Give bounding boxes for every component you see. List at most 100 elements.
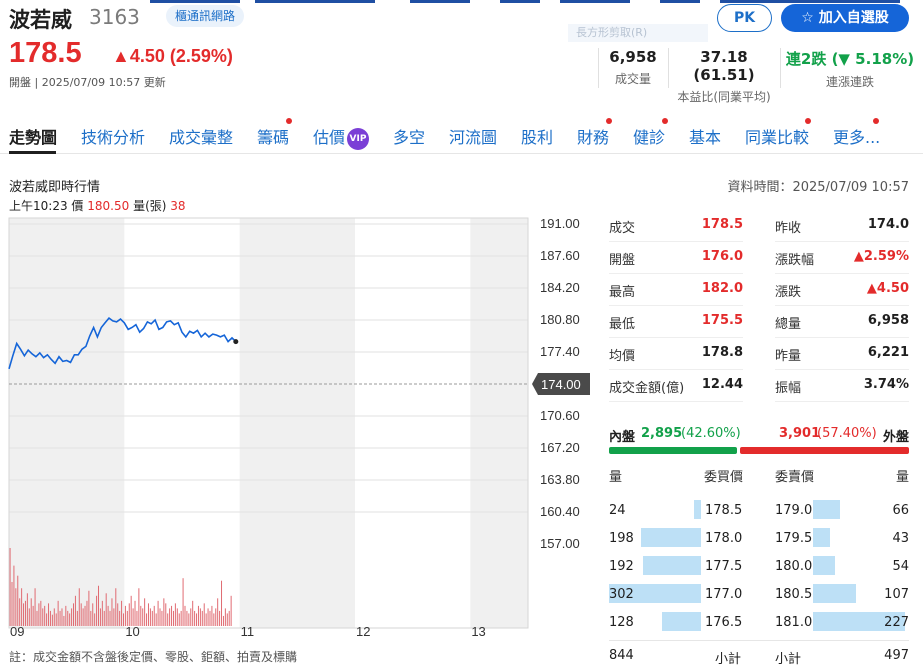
volume-bar — [182, 578, 184, 626]
volume-bar — [176, 608, 178, 626]
quote-label: 振幅 — [775, 381, 802, 396]
stat-divider — [668, 48, 669, 88]
stat-volume: 6,958 成交量 — [598, 48, 668, 87]
volume-bar — [19, 598, 21, 626]
notification-dot — [662, 118, 668, 124]
tab-river-chart[interactable]: 河流圖 — [449, 128, 498, 147]
reference-price-tag — [532, 373, 590, 395]
volume-bar — [55, 613, 57, 626]
y-tick-label: 177.40 — [540, 344, 580, 359]
ask-price: 179.0 — [775, 503, 813, 518]
volume-bar — [159, 608, 161, 626]
bid-volume: 128 — [609, 615, 634, 630]
tab-chips[interactable]: 籌碼 — [257, 128, 290, 147]
outer-ratio-bar — [740, 447, 909, 454]
ask-volume-header: 量 — [895, 470, 909, 485]
quote-value: 182.0 — [701, 281, 743, 296]
volume-bar — [115, 588, 117, 626]
tab-more[interactable]: 更多... — [833, 128, 881, 147]
plot-border — [8, 217, 529, 629]
ask-volume-bar — [813, 612, 905, 631]
order-book-row: 192 177.5 180.0 54 — [609, 552, 909, 580]
volume-bar — [209, 610, 211, 626]
inner-value: 2,895 — [641, 426, 683, 441]
y-tick-label: 157.00 — [540, 536, 580, 551]
volume-bar — [11, 581, 13, 626]
ask-volume-bar — [813, 528, 831, 547]
outer-pct: (57.40%) — [817, 426, 877, 441]
volume-bar — [211, 605, 213, 626]
volume-bar — [221, 580, 223, 626]
tab-technical[interactable]: 技術分析 — [81, 128, 146, 147]
volume-bar — [174, 603, 176, 626]
volume-bar — [23, 603, 25, 626]
volume-bar — [192, 600, 194, 626]
tab-financials[interactable]: 財務 — [577, 128, 610, 147]
tab-dividend[interactable]: 股利 — [521, 128, 554, 147]
volume-bar — [46, 613, 48, 626]
hover-price: 180.50 — [87, 199, 130, 213]
bid-volume: 24 — [609, 503, 626, 518]
last-price-dot — [233, 339, 239, 345]
volume-bar — [84, 605, 86, 626]
y-tick-label: 167.20 — [540, 440, 580, 455]
bid-volume-bar — [640, 528, 701, 547]
volume-bar — [61, 608, 63, 626]
volume-bar — [113, 608, 115, 626]
footnote: 註：成交金額不含盤後定價、零股、鉅額、拍賣及標購 — [9, 650, 298, 664]
inner-outer-summary: 內盤 2,895 (42.60%) 3,901 (57.40%) 外盤 — [609, 426, 909, 445]
quote-value: 3.74% — [863, 377, 909, 392]
add-watchlist-button[interactable]: ☆ 加入自選股 — [781, 4, 909, 32]
quote-cell: 振幅 3.74% — [775, 370, 909, 402]
volume-bar — [219, 610, 221, 626]
volume-bar — [59, 610, 61, 626]
hour-band — [470, 218, 528, 628]
ask-volume: 43 — [892, 531, 909, 546]
price-line — [8, 317, 237, 370]
volume-bar — [124, 605, 126, 626]
volume-bar — [201, 610, 203, 626]
volume-bar — [109, 610, 111, 626]
volume-bar — [140, 605, 142, 626]
ask-total: 497 — [884, 648, 909, 663]
quote-value: 176.0 — [701, 249, 743, 264]
volume-bar — [94, 613, 96, 626]
quote-label: 昨收 — [775, 221, 802, 236]
stat-pe-value: 37.18 (61.51) — [693, 48, 755, 84]
quote-value: 12.44 — [701, 377, 743, 392]
tab-health-check[interactable]: 健診 — [633, 128, 666, 147]
volume-bar — [30, 598, 32, 626]
quote-label: 成交金額(億) — [609, 381, 685, 396]
volume-bar — [172, 610, 174, 626]
hour-band — [9, 218, 125, 628]
tab-basic[interactable]: 基本 — [689, 128, 722, 147]
volume-bar — [101, 600, 103, 626]
volume-bar — [67, 610, 69, 626]
volume-bar — [188, 613, 190, 626]
ask-total-label: 小計 — [775, 652, 802, 667]
y-tick-label: 170.60 — [540, 408, 580, 423]
stat-pe-ratio: 37.18 (61.51) 本益比(同業平均) — [668, 48, 780, 105]
quote-cell: 成交 178.5 — [609, 210, 743, 242]
tab-valuation[interactable]: 估價 VIP — [313, 124, 370, 150]
quote-value: 6,221 — [867, 345, 909, 360]
volume-bar — [92, 603, 94, 626]
y-tick-label: 160.40 — [540, 504, 580, 519]
volume-bar — [199, 608, 201, 626]
reference-price-label: 174.00 — [541, 377, 581, 392]
tab-long-short[interactable]: 多空 — [393, 128, 426, 147]
pk-button[interactable]: PK — [717, 4, 772, 32]
ask-price: 179.5 — [775, 531, 813, 546]
volume-bar — [163, 598, 165, 626]
tab-trend[interactable]: 走勢圖 — [9, 128, 58, 147]
industry-tag[interactable]: 櫃通訊網路 — [166, 5, 245, 27]
stat-streak-value: 連2跌 (▼ 5.18%) — [785, 50, 915, 68]
quote-cell: 成交金額(億) 12.44 — [609, 370, 743, 402]
tab-trade-summary[interactable]: 成交彙整 — [169, 128, 234, 147]
intraday-chart[interactable]: 191.00 187.60 184.20 180.80 177.40 170.60 167.… — [0, 210, 600, 642]
ask-price: 181.0 — [775, 615, 813, 630]
tab-peer-compare[interactable]: 同業比較 — [745, 128, 810, 147]
volume-bar — [48, 603, 50, 626]
volume-bar — [107, 605, 109, 626]
volume-bar — [155, 613, 157, 626]
